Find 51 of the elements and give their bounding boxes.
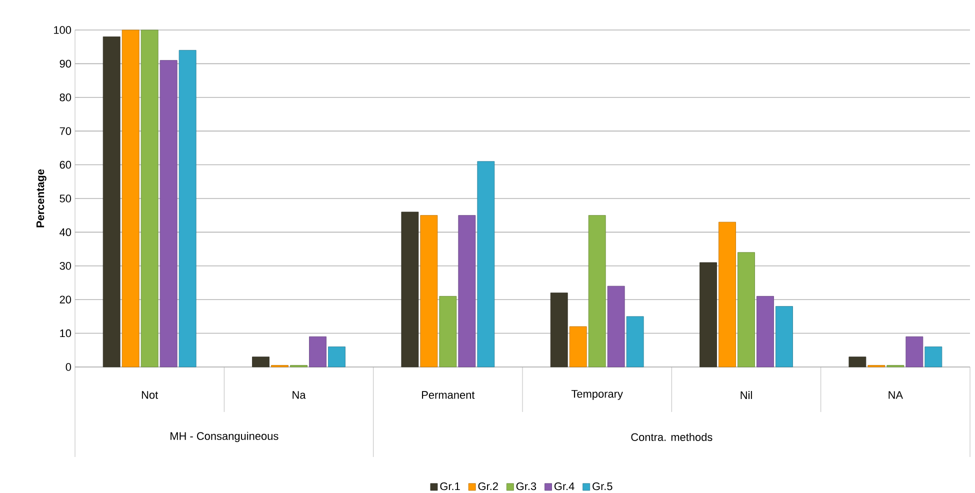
bar (756, 296, 774, 368)
bar (569, 326, 587, 368)
bar (924, 346, 942, 368)
y-tick-label: 90 (60, 60, 72, 68)
bar (328, 346, 346, 368)
y-tick-label: 70 (60, 127, 72, 135)
legend-label: Gr.1 (440, 482, 460, 490)
bar (420, 215, 438, 368)
x-tick-label: Nil (740, 391, 752, 399)
bar (906, 336, 924, 368)
legend-label: Gr.2 (478, 482, 498, 490)
bar (458, 215, 476, 368)
bar (626, 316, 644, 368)
bar (776, 306, 793, 368)
text: MH - Consanguineous (170, 432, 278, 442)
bar (848, 356, 866, 368)
bar (122, 30, 140, 368)
bar (607, 286, 625, 368)
bar (718, 222, 736, 368)
y-tick-label: 20 (60, 296, 72, 304)
text: Contra. methods (631, 432, 712, 442)
x-tick-label: Na (292, 391, 306, 399)
legend-label: Gr.4 (554, 482, 574, 490)
y-tick-label: 40 (60, 228, 72, 236)
bar (102, 36, 120, 368)
bar (401, 212, 419, 368)
y-tick-label: 10 (60, 329, 72, 338)
y-tick-label: 30 (60, 262, 72, 270)
x-tick-label: NA (888, 391, 904, 399)
bar (140, 30, 158, 368)
y-tick-label: 0 (66, 363, 72, 371)
y-axis-title: Percentage (36, 169, 46, 228)
y-tick-label: 50 (60, 194, 72, 202)
bar (160, 60, 178, 368)
bar (700, 262, 717, 368)
bar (439, 296, 457, 368)
bar (252, 356, 270, 368)
legend-label: Gr.5 (592, 482, 612, 490)
y-tick-label: 60 (60, 160, 72, 169)
bar (178, 50, 196, 368)
bar (309, 336, 326, 368)
bar (550, 292, 568, 368)
bar (738, 252, 755, 368)
y-tick-label: 80 (60, 94, 72, 102)
bar (588, 215, 606, 368)
x-tick-label: Not (142, 391, 158, 399)
bar (477, 161, 495, 368)
y-tick-label: 100 (54, 26, 72, 34)
x-tick-label: Permanent (422, 391, 475, 399)
legend-label: Gr.3 (516, 482, 536, 490)
x-tick-label: Temporary (571, 390, 623, 400)
